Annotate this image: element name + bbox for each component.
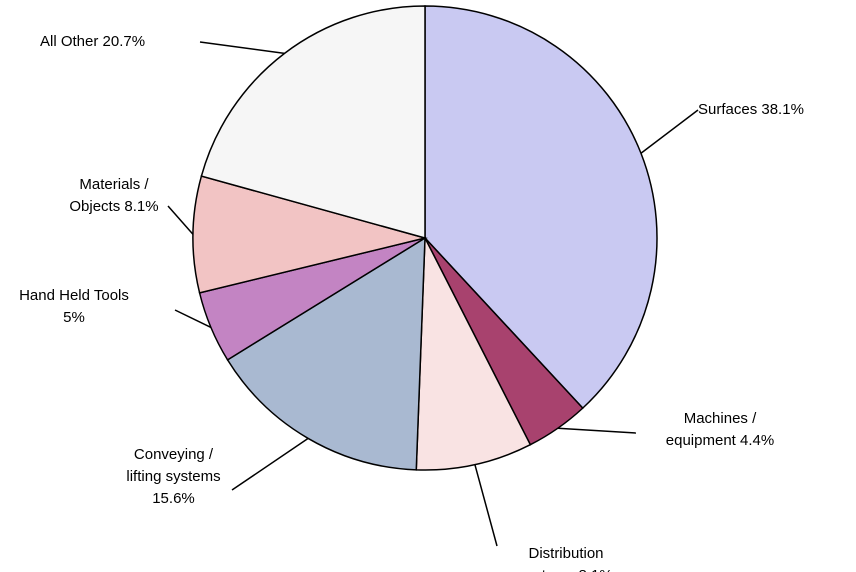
- value-label: 38.1%: [761, 101, 804, 118]
- slice-label: All Other 20.7%: [40, 31, 210, 53]
- category-label: Conveying / lifting systems: [126, 446, 221, 485]
- category-label: Distribution systems: [519, 545, 604, 572]
- value-label: 8.1%: [578, 567, 612, 572]
- value-label: 8.1%: [124, 198, 159, 215]
- leader-line: [167, 205, 194, 235]
- leader-line: [174, 309, 212, 329]
- value-label: 20.7%: [102, 33, 146, 50]
- slice-label: Materials / Objects 8.1%: [62, 174, 166, 218]
- leader-line: [557, 427, 637, 434]
- pie-slice: [424, 5, 658, 410]
- leader-line: [640, 109, 699, 154]
- value-label: 4.4%: [740, 432, 775, 449]
- value-label: 5%: [63, 309, 85, 326]
- leader-line: [199, 41, 285, 55]
- category-label: Machines / equipment: [665, 410, 757, 449]
- value-label: 15.6%: [152, 490, 195, 507]
- slice-label: Machines / equipment 4.4%: [660, 408, 780, 452]
- category-label: All Other: [40, 33, 99, 50]
- category-label: Materials / Objects: [69, 176, 149, 215]
- slice-label: Distribution systems 8.1%: [511, 543, 621, 572]
- slice-label: Hand Held Tools 5%: [14, 285, 134, 329]
- category-label: Hand Held Tools: [19, 287, 129, 304]
- category-label: Surfaces: [698, 101, 758, 118]
- leader-line: [474, 464, 498, 547]
- leader-line: [231, 437, 309, 491]
- slice-label: Conveying / lifting systems 15.6%: [116, 444, 231, 510]
- slice-label: Surfaces 38.1%: [698, 99, 856, 121]
